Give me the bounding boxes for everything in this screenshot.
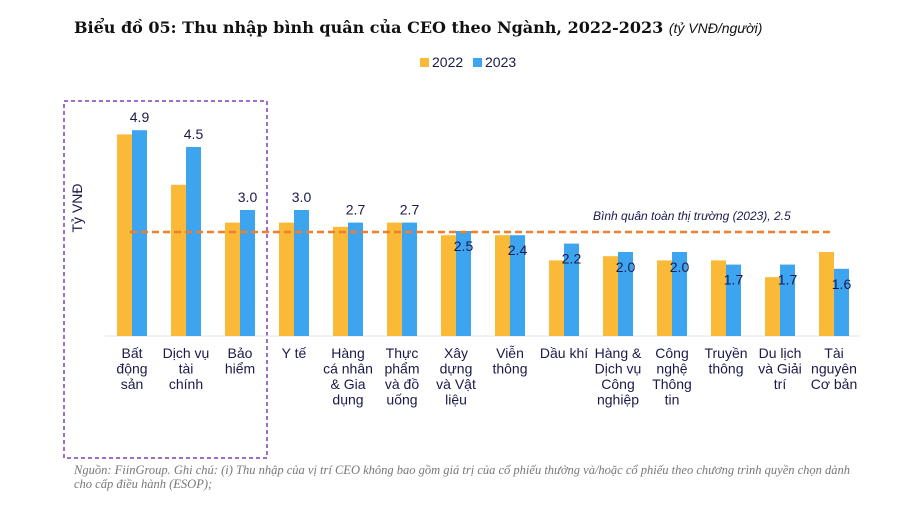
data-label-2023-8: 2.2: [562, 251, 582, 267]
category-label-5: và đồ: [385, 376, 419, 392]
data-label-2023-12: 1.7: [778, 272, 798, 288]
legend-label-2023: 2023: [485, 54, 516, 70]
bar-2022-2: [225, 222, 240, 336]
bar-2022-12: [765, 277, 780, 336]
category-label-6: Xây: [444, 345, 468, 361]
data-label-2023-5: 2.7: [400, 202, 420, 218]
bar-2023-4: [348, 222, 363, 336]
data-label-2023-11: 1.7: [724, 272, 744, 288]
data-label-2023-3: 3.0: [292, 189, 312, 205]
bar-2022-7: [495, 235, 510, 336]
category-label-8: Dầu khí: [540, 345, 588, 361]
bar-2022-10: [657, 260, 672, 336]
data-label-2023-0: 4.9: [130, 109, 150, 125]
data-label-2023-2: 3.0: [238, 189, 258, 205]
category-label-12: Du lịch: [759, 345, 802, 361]
category-label-6: liệu: [445, 392, 467, 408]
reference-line-label: Bình quân toàn thị trường (2023), 2.5: [593, 209, 791, 223]
category-label-7: thông: [492, 361, 527, 377]
bar-2022-6: [441, 235, 456, 336]
category-label-0: sản: [121, 376, 144, 392]
data-label-2023-4: 2.7: [346, 202, 366, 218]
category-label-10: Thông: [652, 376, 692, 392]
category-label-9: Hàng &: [595, 345, 642, 361]
category-label-2: hiểm: [225, 361, 255, 377]
bar-2022-1: [171, 184, 186, 336]
category-label-11: Truyền: [704, 345, 747, 361]
bar-2023-12: [780, 264, 795, 336]
title-text: Biểu đồ 05: Thu nhập bình quân của CEO t…: [74, 18, 664, 37]
data-label-2023-9: 2.0: [616, 259, 636, 275]
data-label-2023-6: 2.5: [454, 238, 474, 254]
data-label-2023-1: 4.5: [184, 126, 204, 142]
category-label-5: phẩm: [384, 361, 419, 377]
bar-2023-0: [132, 130, 147, 336]
category-label-1: chính: [169, 376, 203, 392]
source-note: Nguồn: FiinGroup. Ghi chú: (i) Thu nhập …: [74, 463, 851, 491]
title-unit: (tỷ VNĐ/người): [668, 20, 763, 36]
chart-title: Biểu đồ 05: Thu nhập bình quân của CEO t…: [74, 18, 762, 37]
bar-2023-6: [456, 231, 471, 336]
category-label-13: Tài: [824, 345, 843, 361]
category-label-1: tài: [179, 361, 194, 377]
category-label-3: Y tế: [282, 345, 307, 361]
category-label-9: nghiệp: [597, 392, 639, 408]
data-label-2023-10: 2.0: [670, 259, 690, 275]
bar-2023-5: [402, 222, 417, 336]
bar-2022-8: [549, 260, 564, 336]
category-label-6: và Vật: [436, 376, 476, 392]
bar-2023-1: [186, 147, 201, 336]
category-label-10: nghệ: [656, 361, 687, 377]
data-label-2023-7: 2.4: [508, 242, 528, 258]
category-label-9: Dịch vụ: [595, 361, 642, 377]
category-label-4: Hàng: [331, 345, 364, 361]
category-label-13: Cơ bản: [811, 376, 858, 392]
y-axis-label: Tỷ VNĐ: [69, 184, 85, 233]
highlight-box: [63, 100, 268, 459]
legend-swatch-2022: [420, 58, 429, 67]
category-label-5: Thực: [386, 345, 419, 361]
category-label-7: Viễn: [496, 345, 524, 361]
category-label-0: động: [116, 361, 147, 377]
category-label-10: tin: [665, 392, 680, 408]
bar-2023-7: [510, 235, 525, 336]
bar-2022-9: [603, 256, 618, 336]
bar-2022-13: [819, 252, 834, 336]
bar-2022-5: [387, 222, 402, 336]
bar-2023-2: [240, 210, 255, 336]
category-label-10: Công: [655, 345, 688, 361]
data-label-2023-13: 1.6: [832, 276, 852, 292]
category-label-1: Dịch vụ: [163, 345, 210, 361]
bar-2023-10: [672, 252, 687, 336]
legend-swatch-2023: [473, 58, 482, 67]
category-label-9: Công: [601, 376, 634, 392]
category-label-4: dụng: [332, 392, 363, 408]
category-label-5: uống: [386, 392, 417, 408]
category-label-4: cá nhân: [323, 361, 373, 377]
bar-2023-9: [618, 252, 633, 336]
bar-2022-3: [279, 222, 294, 336]
bar-2022-11: [711, 260, 726, 336]
bar-2023-8: [564, 243, 579, 336]
bar-2022-0: [117, 134, 132, 336]
category-label-0: Bất: [121, 345, 142, 361]
bar-2023-3: [294, 210, 309, 336]
category-label-12: và Giải: [758, 361, 802, 377]
category-label-12: trí: [774, 376, 787, 392]
bar-2023-11: [726, 264, 741, 336]
legend-label-2022: 2022: [432, 54, 463, 70]
category-label-11: thông: [708, 361, 743, 377]
bar-2022-4: [333, 226, 348, 336]
category-label-4: & Gia: [330, 376, 365, 392]
bar-2023-13: [834, 268, 849, 336]
category-label-6: dựng: [440, 361, 473, 377]
category-label-2: Bảo: [228, 345, 253, 361]
category-label-13: nguyên: [811, 361, 857, 377]
